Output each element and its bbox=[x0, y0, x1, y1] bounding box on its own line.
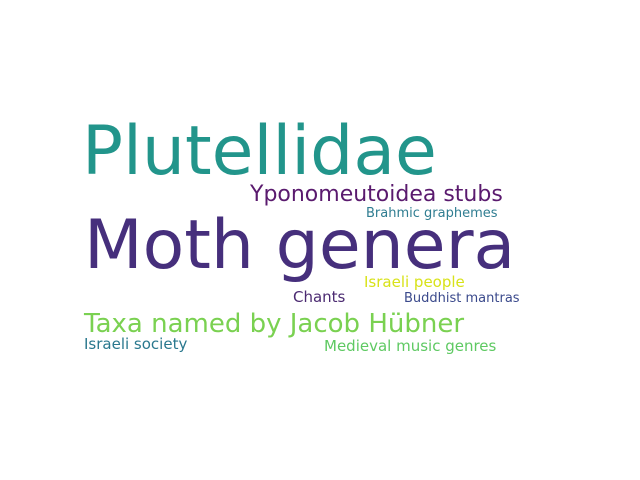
word-moth-genera: Moth genera bbox=[84, 206, 516, 285]
word-israeli-people: Israeli people bbox=[364, 273, 465, 291]
word-yponomeutoidea-stubs: Yponomeutoidea stubs bbox=[250, 182, 503, 207]
word-israeli-society: Israeli society bbox=[84, 335, 188, 353]
word-plutellidae: Plutellidae bbox=[82, 112, 437, 191]
word-taxa-named-by-jacob-hubner: Taxa named by Jacob Hübner bbox=[84, 309, 465, 339]
word-buddhist-mantras: Buddhist mantras bbox=[404, 291, 520, 306]
word-brahmic-graphemes: Brahmic graphemes bbox=[366, 206, 498, 221]
word-medieval-music-genres: Medieval music genres bbox=[324, 337, 497, 355]
word-chants: Chants bbox=[293, 288, 346, 306]
